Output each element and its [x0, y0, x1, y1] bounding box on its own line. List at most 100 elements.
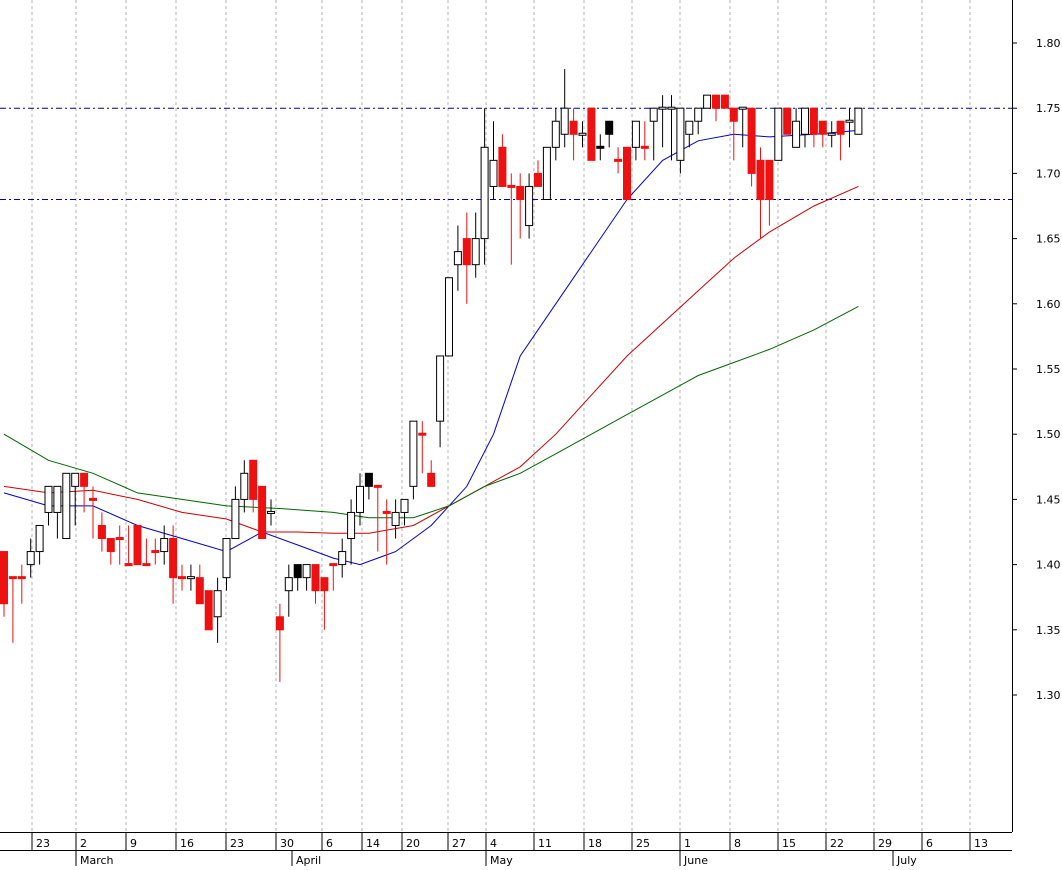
candle-body	[400, 498, 409, 513]
candle	[231, 486, 240, 540]
candle	[747, 107, 756, 187]
candle	[578, 121, 587, 148]
candle-body	[80, 472, 89, 487]
candle-body	[275, 616, 284, 631]
candle-body	[560, 107, 569, 135]
x-tick-label: 27	[452, 837, 466, 850]
reference-lines	[0, 107, 1012, 200]
candle	[178, 564, 186, 591]
candle-body	[356, 485, 364, 513]
candle	[71, 472, 80, 526]
candle	[756, 147, 765, 239]
candle	[596, 134, 605, 161]
candle-body	[391, 511, 400, 526]
candle-body	[498, 146, 507, 187]
candle-body	[854, 107, 863, 135]
candle	[827, 121, 836, 148]
candle	[631, 120, 640, 161]
month-label: April	[296, 854, 321, 866]
candle-body	[747, 107, 756, 174]
candle-body	[62, 472, 71, 540]
x-tick-label: 1	[684, 837, 691, 850]
candle	[738, 106, 747, 148]
candle	[329, 563, 338, 591]
candle	[142, 538, 151, 567]
x-tick-label: 14	[366, 837, 380, 850]
candle	[792, 108, 801, 148]
candle-body	[525, 185, 534, 227]
candle-body	[774, 107, 783, 161]
candle-body	[26, 551, 35, 566]
candle	[293, 564, 302, 591]
candle-body	[178, 576, 186, 580]
y-tick-label: 1.60	[1036, 298, 1061, 311]
candle	[542, 146, 551, 200]
candle-body	[195, 577, 204, 605]
candle-body	[827, 132, 836, 136]
candle	[774, 107, 783, 161]
candle-body	[418, 432, 427, 436]
candle	[249, 459, 258, 513]
x-tick-label: 18	[588, 837, 602, 850]
candle-body	[578, 132, 587, 136]
candle	[106, 538, 115, 565]
candle	[649, 107, 658, 161]
x-tick-label: 4	[490, 837, 497, 850]
candle-body	[364, 472, 373, 487]
y-tick-label: 1.55	[1036, 363, 1061, 376]
candle	[445, 277, 453, 357]
candle	[400, 498, 409, 526]
candle-body	[284, 577, 293, 592]
candle	[436, 355, 445, 448]
candle-body	[631, 120, 640, 148]
candle	[623, 146, 631, 200]
candle-body	[489, 159, 498, 187]
candle-body	[720, 94, 729, 109]
candle	[35, 524, 44, 565]
candle	[62, 472, 71, 540]
candle-body	[142, 563, 151, 567]
candle	[462, 212, 471, 304]
candle	[783, 107, 792, 135]
candle	[640, 121, 649, 161]
y-tick-label: 1.65	[1036, 233, 1061, 246]
candle	[391, 499, 400, 539]
candle	[97, 512, 106, 552]
candle-body	[818, 120, 827, 135]
candle	[712, 94, 720, 122]
candle	[213, 577, 222, 643]
candle-body	[792, 120, 801, 148]
candle-body	[293, 564, 302, 579]
candle	[809, 107, 818, 148]
candle	[80, 472, 89, 513]
candle-body	[160, 538, 169, 553]
candle-body	[213, 590, 222, 618]
candle-body	[89, 497, 97, 501]
candle-body	[231, 498, 240, 540]
x-tick-label: 6	[926, 837, 933, 850]
grid-layer	[31, 0, 971, 832]
candle	[124, 525, 133, 567]
candle	[347, 499, 356, 565]
candle-body	[712, 94, 720, 109]
candle	[186, 564, 195, 591]
candle-body	[685, 120, 694, 135]
x-tick-label: 8	[734, 837, 741, 850]
candle	[356, 473, 364, 526]
candle	[284, 564, 293, 617]
candle-body	[17, 576, 26, 580]
candle	[364, 472, 373, 500]
candle-body	[409, 420, 418, 487]
candle-body	[249, 459, 258, 500]
candle	[115, 525, 124, 565]
x-tick-label: 20	[406, 837, 420, 850]
candle-body	[462, 238, 471, 266]
candle-body	[373, 484, 382, 488]
candle-body	[694, 107, 703, 122]
candle-body	[836, 120, 845, 135]
candle	[373, 484, 382, 552]
candle-body	[569, 120, 578, 135]
candle-body	[729, 107, 738, 122]
